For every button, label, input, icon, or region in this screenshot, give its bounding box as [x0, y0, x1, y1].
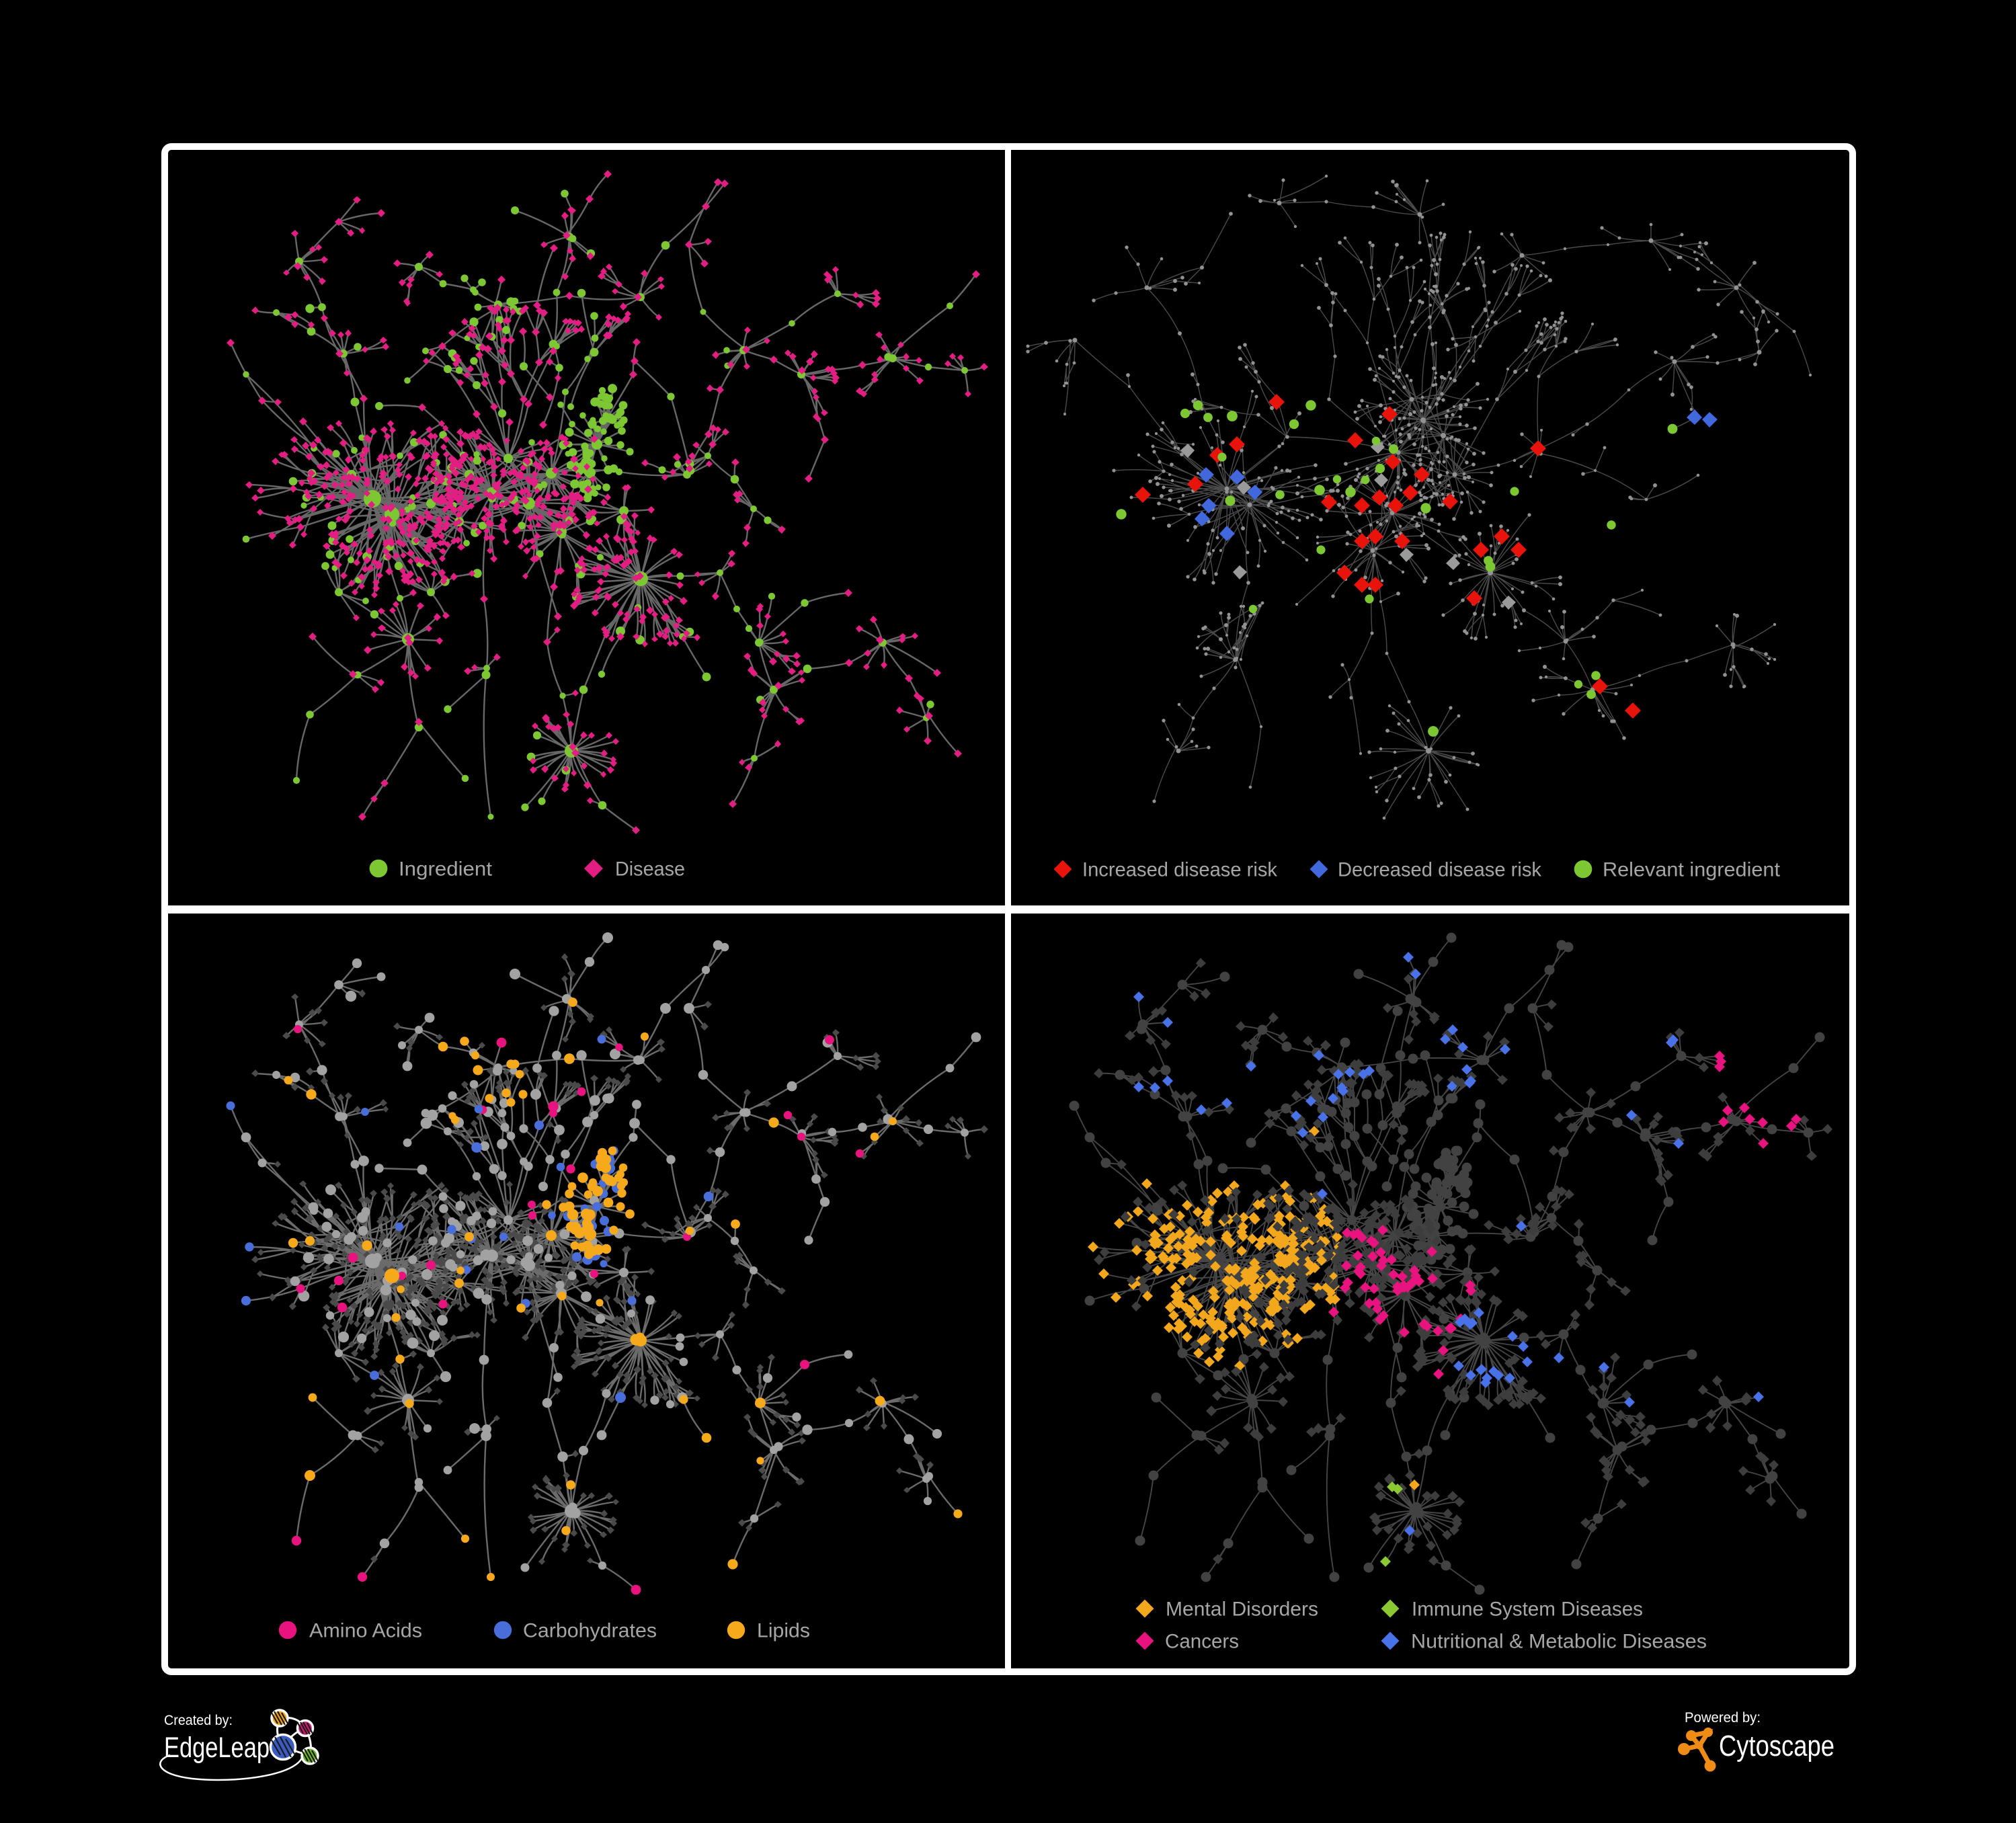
svg-text:Amino Acids: Amino Acids	[309, 1620, 422, 1642]
svg-text:Relevant ingredient: Relevant ingredient	[1603, 859, 1781, 881]
svg-text:Cancers: Cancers	[1165, 1631, 1239, 1653]
svg-text:Cytoscape: Cytoscape	[1719, 1730, 1834, 1763]
svg-text:Disease: Disease	[615, 858, 685, 881]
svg-text:EdgeLeap: EdgeLeap	[164, 1732, 270, 1764]
svg-text:Increased disease risk: Increased disease risk	[1082, 859, 1278, 881]
svg-text:Nutritional & Metabolic Diseas: Nutritional & Metabolic Diseases	[1411, 1631, 1707, 1653]
svg-text:Decreased disease risk: Decreased disease risk	[1338, 859, 1542, 881]
svg-text:Lipids: Lipids	[757, 1620, 810, 1642]
svg-text:Mental Disorders: Mental Disorders	[1166, 1598, 1318, 1621]
svg-text:Powered by:: Powered by:	[1685, 1710, 1761, 1726]
svg-text:Carbohydrates: Carbohydrates	[523, 1620, 657, 1642]
svg-text:Immune System Diseases: Immune System Diseases	[1412, 1598, 1643, 1621]
svg-text:Ingredient: Ingredient	[399, 858, 493, 881]
svg-text:Created by:: Created by:	[164, 1713, 233, 1728]
